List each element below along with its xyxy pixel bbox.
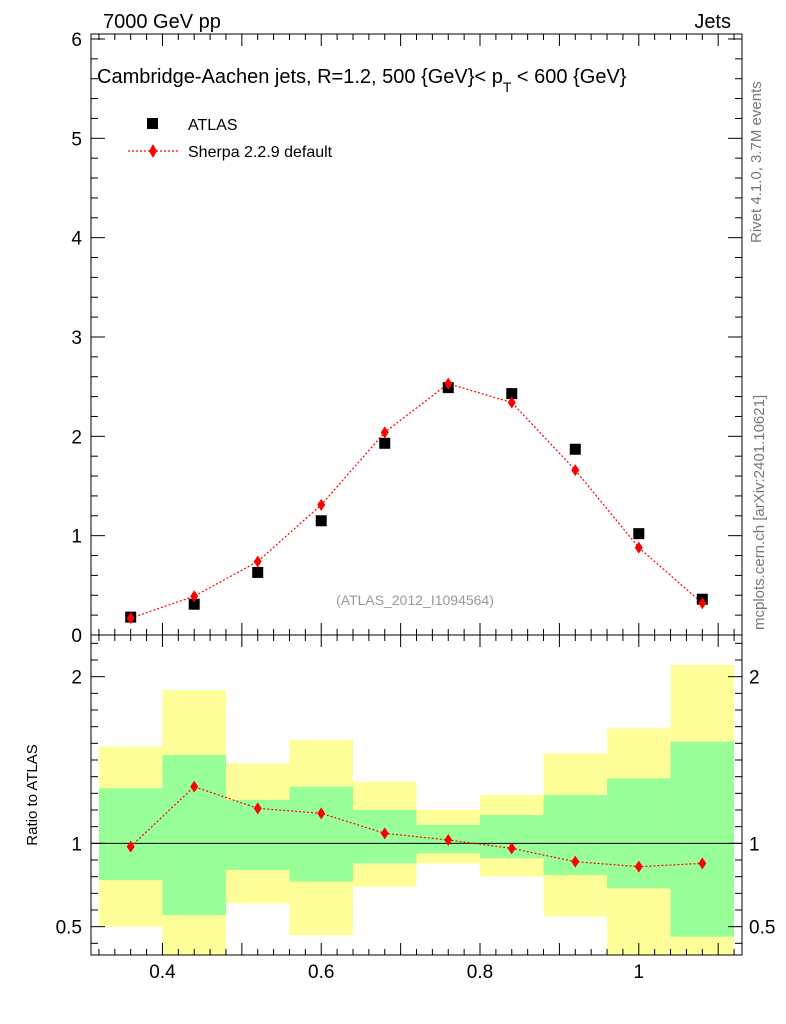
main-y-tick-label: 6 xyxy=(71,30,82,51)
sherpa-point xyxy=(380,426,389,439)
main-y-tick-label: 1 xyxy=(71,527,82,548)
legend-marker-atlas xyxy=(147,118,158,129)
main-y-tick-label: 3 xyxy=(71,328,82,349)
x-tick-label: 0.8 xyxy=(467,962,493,983)
x-tick-label: 0.6 xyxy=(308,962,334,983)
atlas-point xyxy=(188,598,200,610)
chart-title: Cambridge-Aachen jets, R=1.2, 500 {GeV}<… xyxy=(97,66,627,95)
sherpa-point xyxy=(190,590,199,603)
chart-title-tail: < 600 {GeV} xyxy=(511,66,626,88)
legend-marker-sherpa xyxy=(149,144,157,158)
sherpa-point xyxy=(698,597,707,610)
ratio-y-tick-label-right: 2 xyxy=(749,668,760,689)
ratio-band-inner xyxy=(162,755,226,915)
sherpa-point xyxy=(253,555,262,568)
sherpa-point xyxy=(507,396,516,409)
chart-title-sub: T xyxy=(503,79,512,95)
ratio-band-inner xyxy=(289,786,353,882)
legend: ATLAS Sherpa 2.2.9 default xyxy=(128,117,333,161)
ratio-y-tick-label-right: 0.5 xyxy=(749,918,775,939)
sherpa-point xyxy=(317,498,326,511)
sherpa-ratio-point xyxy=(698,857,707,870)
x-tick-label: 0.4 xyxy=(149,962,176,983)
legend-label-atlas: ATLAS xyxy=(188,117,238,134)
sherpa-point xyxy=(444,377,453,390)
sherpa-ratio-point xyxy=(571,855,580,868)
ratio-series xyxy=(126,780,707,873)
main-y-tick-label: 5 xyxy=(71,129,82,150)
atlas-point xyxy=(633,528,645,540)
sherpa-ratio-point xyxy=(380,827,389,840)
energy-label: 7000 GeV pp xyxy=(103,11,221,33)
atlas-point xyxy=(315,515,327,527)
ratio-y-tick-label-left: 1 xyxy=(71,834,82,855)
process-label: Jets xyxy=(694,11,731,33)
sherpa-ratio-line xyxy=(130,785,703,868)
analysis-watermark: (ATLAS_2012_I1094564) xyxy=(336,592,494,608)
ratio-y-tick-label-left: 0.5 xyxy=(56,918,82,939)
sherpa-ratio-point xyxy=(253,802,262,815)
sherpa-ratio-point xyxy=(507,842,516,855)
sherpa-point xyxy=(634,541,643,554)
legend-label-sherpa: Sherpa 2.2.9 default xyxy=(188,144,333,161)
main-y-tick-label: 0 xyxy=(71,626,82,647)
atlas-point xyxy=(506,388,518,400)
axis-ticks xyxy=(91,34,742,955)
x-tick-label: 1 xyxy=(634,962,645,983)
ratio-ylabel: Ratio to ATLAS xyxy=(24,744,41,845)
ratio-y-tick-label-left: 2 xyxy=(71,668,82,689)
atlas-point xyxy=(379,437,391,449)
ratio-bands xyxy=(98,665,735,955)
main-y-tick-label: 4 xyxy=(71,229,82,250)
main-series xyxy=(125,377,708,625)
chart-title-main: Cambridge-Aachen jets, R=1.2, 500 {GeV}<… xyxy=(97,66,503,88)
atlas-point xyxy=(569,443,581,455)
main-y-tick-label: 2 xyxy=(71,427,82,448)
sherpa-ratio-point xyxy=(444,834,453,846)
ratio-y-tick-label-right: 1 xyxy=(749,834,760,855)
sherpa-ratio-point xyxy=(190,780,199,793)
ratio-band-inner xyxy=(98,788,163,880)
rivet-label: Rivet 4.1.0, 3.7M events xyxy=(748,81,765,243)
mcplots-label: mcplots.cern.ch [arXiv:2401.10621] xyxy=(751,395,768,630)
sherpa-ratio-point xyxy=(126,840,135,853)
axis-tick-labels: 0.4 0.6 0.8 1 0 1 2 3 4 5 6 0.5 0.5 1 1 2 2 xyxy=(56,30,776,983)
sherpa-ratio-point xyxy=(634,860,643,873)
sherpa-point xyxy=(126,612,135,625)
sherpa-point xyxy=(571,464,580,477)
ratio-band-inner xyxy=(670,741,735,937)
atlas-point xyxy=(252,566,264,578)
sherpa-ratio-point xyxy=(317,807,326,820)
sherpa-line xyxy=(130,383,703,619)
